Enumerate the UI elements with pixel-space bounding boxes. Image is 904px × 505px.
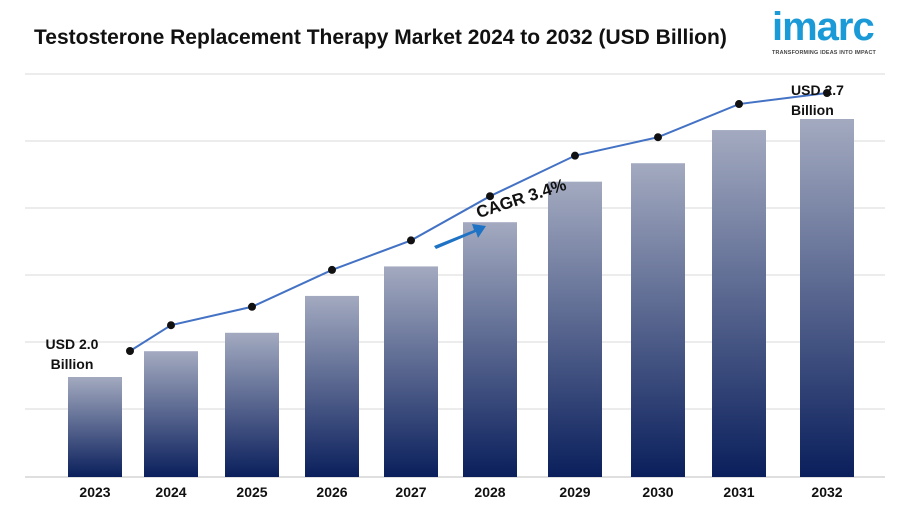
line-marker-2031	[735, 100, 743, 109]
line-marker-2030	[654, 133, 662, 142]
bar-2024	[144, 351, 198, 477]
x-tick-label-2028: 2028	[474, 484, 505, 500]
logo-wordmark: imarc	[772, 5, 875, 49]
x-tick-label-2024: 2024	[155, 484, 186, 500]
x-tick-label-2023: 2023	[79, 484, 110, 500]
bar-2031	[712, 130, 766, 478]
line-marker-2027	[407, 236, 415, 245]
line-marker-2025	[248, 302, 256, 311]
x-tick-label-2026: 2026	[316, 484, 347, 500]
line-marker-2028	[486, 192, 494, 201]
end-value-label: USD 2.7 Billion	[791, 80, 871, 120]
x-tick-label-2025: 2025	[236, 484, 267, 500]
end-unit: Billion	[791, 102, 834, 118]
x-tick-label-2032: 2032	[811, 484, 842, 500]
line-marker-2032	[823, 89, 831, 97]
logo-tagline: TRANSFORMING IDEAS INTO IMPACT	[772, 50, 877, 56]
x-tick-label-2027: 2027	[395, 484, 426, 500]
start-unit: Billion	[50, 356, 94, 372]
bar-2025	[225, 332, 279, 477]
line-marker-2029	[571, 151, 579, 160]
x-tick-label-2029: 2029	[559, 484, 590, 500]
end-value: USD 2.7	[791, 82, 844, 98]
bar-2023	[68, 377, 122, 477]
bar-2026	[305, 295, 359, 477]
start-value: USD 2.0	[45, 336, 99, 352]
bar-2028	[463, 222, 517, 477]
start-value-label: USD 2.0 Billion	[32, 334, 112, 374]
bar-2027	[384, 266, 438, 477]
x-tick-label-2031: 2031	[723, 484, 754, 500]
line-marker-2024	[167, 321, 175, 330]
imarc-logo: imarc TRANSFORMING IDEAS INTO IMPACT	[772, 6, 888, 60]
line-marker-2026	[328, 265, 336, 274]
cagr-arrow-icon	[434, 224, 486, 249]
x-tick-label-2030: 2030	[642, 484, 673, 500]
bar-2032	[800, 119, 854, 477]
trend-line	[129, 92, 828, 352]
bar-2029	[548, 181, 602, 477]
line-marker-2023	[126, 347, 134, 355]
bar-2030	[631, 163, 685, 477]
chart-title: Testosterone Replacement Therapy Market …	[34, 26, 727, 49]
